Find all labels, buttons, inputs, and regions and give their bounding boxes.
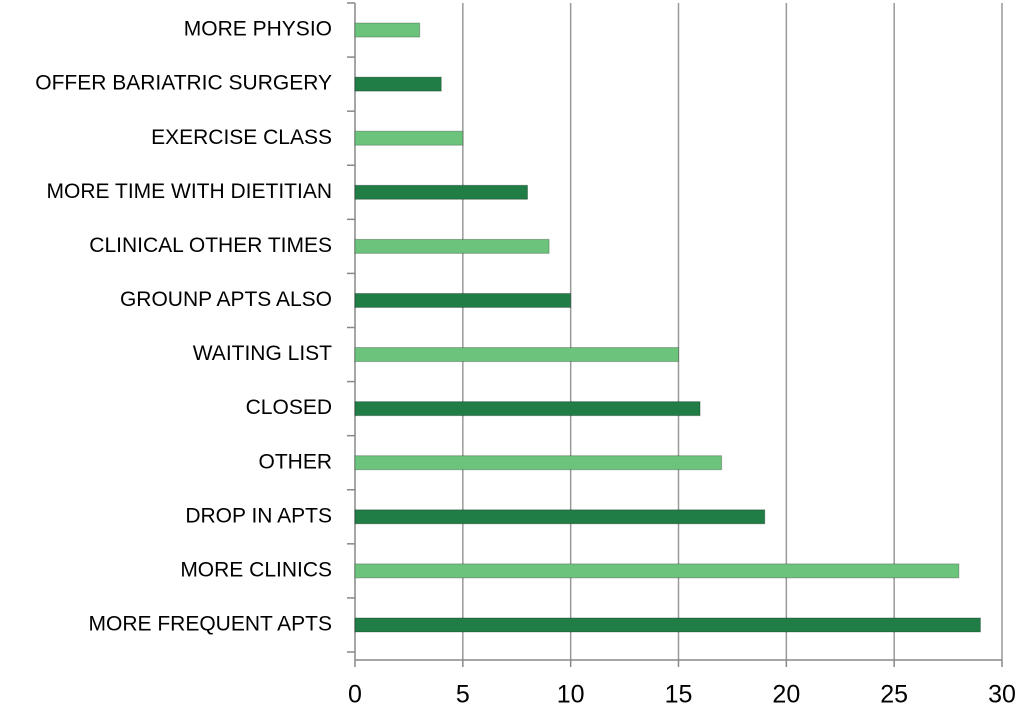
y-tick-label: CLOSED bbox=[246, 396, 332, 419]
x-tick-label: 25 bbox=[880, 681, 908, 709]
x-tick-label: 0 bbox=[348, 681, 362, 709]
y-tick-label: WAITING LIST bbox=[193, 342, 332, 365]
y-tick-label: MORE FREQUENT APTS bbox=[89, 613, 332, 636]
x-tick-label: 20 bbox=[772, 681, 800, 709]
y-tick-label: OFFER BARIATRIC SURGERY bbox=[35, 72, 332, 95]
bar bbox=[354, 184, 529, 200]
y-tick-label: MORE PHYSIO bbox=[184, 18, 332, 41]
y-tick-label: DROP IN APTS bbox=[185, 504, 332, 527]
bar bbox=[354, 401, 701, 417]
bar bbox=[354, 617, 981, 633]
bar bbox=[354, 347, 679, 363]
bar bbox=[354, 455, 723, 471]
y-tick-label: MORE CLINICS bbox=[180, 558, 332, 581]
x-tick-label: 5 bbox=[456, 681, 470, 709]
x-tick-label: 15 bbox=[665, 681, 693, 709]
bar bbox=[354, 238, 550, 254]
y-tick-label: EXERCISE CLASS bbox=[151, 126, 332, 149]
bar bbox=[354, 76, 442, 92]
bar bbox=[354, 563, 960, 579]
y-tick-label: MORE TIME WITH DIETITIAN bbox=[47, 180, 332, 203]
bar bbox=[354, 130, 464, 146]
bar bbox=[354, 292, 572, 308]
y-tick-label: OTHER bbox=[259, 450, 333, 473]
y-tick-label: GROUNP APTS ALSO bbox=[120, 288, 332, 311]
y-tick-label: CLINICAL OTHER TIMES bbox=[89, 234, 332, 257]
x-tick-label: 30 bbox=[988, 681, 1016, 709]
bar bbox=[354, 22, 421, 38]
x-tick-label: 10 bbox=[557, 681, 585, 709]
bar bbox=[354, 509, 766, 525]
